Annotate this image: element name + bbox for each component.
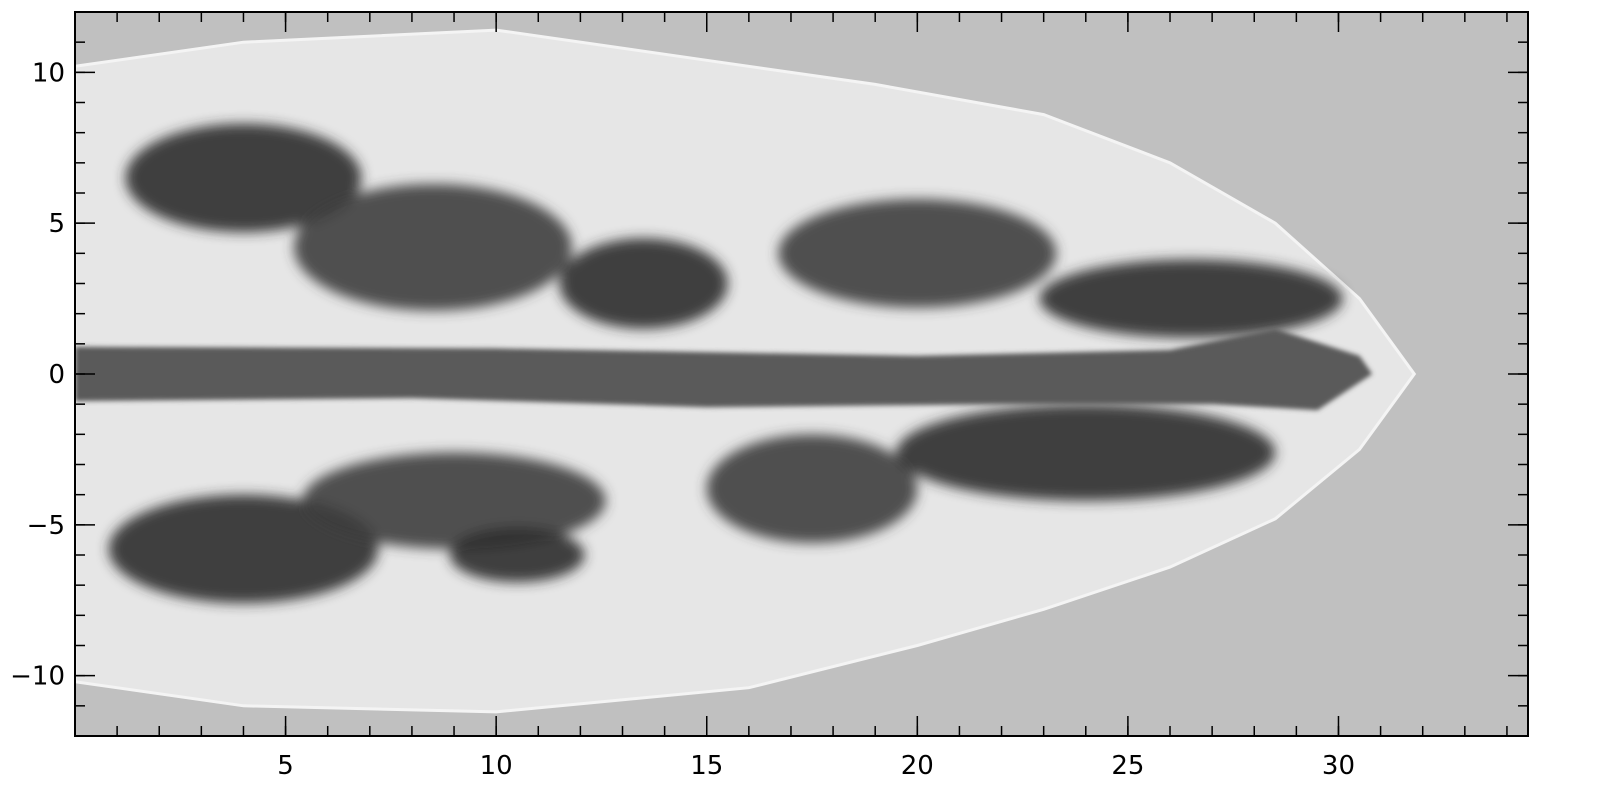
axis-ticks — [75, 12, 1528, 736]
x-tick-label: 25 — [1111, 751, 1144, 781]
x-tick-label: 5 — [277, 751, 294, 781]
x-tick-label: 20 — [901, 751, 934, 781]
y-tick-label: 10 — [32, 58, 65, 88]
upper-eddy-2 — [294, 183, 572, 311]
upper-eddy-1 — [125, 123, 362, 233]
lower-eddy-1 — [108, 494, 379, 604]
y-tick-label: 5 — [48, 209, 65, 239]
lower-eddy-3 — [449, 527, 585, 583]
upper-eddy-5 — [1039, 259, 1343, 338]
turbulent-eddies-layer — [108, 123, 1343, 604]
lower-eddy-2 — [302, 452, 606, 549]
upper-eddy-4 — [778, 199, 1057, 308]
axis-tick-labels: 5 10 15 20 25 30 −10 −5 0 5 10 — [10, 58, 1355, 781]
y-tick-label: −10 — [10, 662, 65, 692]
x-tick-label: 10 — [480, 751, 513, 781]
jet-beam — [75, 328, 1373, 411]
lower-eddy-4 — [706, 434, 918, 543]
x-tick-label: 15 — [690, 751, 723, 781]
x-tick-label: 30 — [1322, 751, 1355, 781]
lower-eddy-5 — [896, 404, 1276, 501]
upper-eddy-3 — [559, 238, 728, 329]
y-tick-label: −5 — [27, 511, 65, 541]
y-tick-label: 0 — [48, 360, 65, 390]
